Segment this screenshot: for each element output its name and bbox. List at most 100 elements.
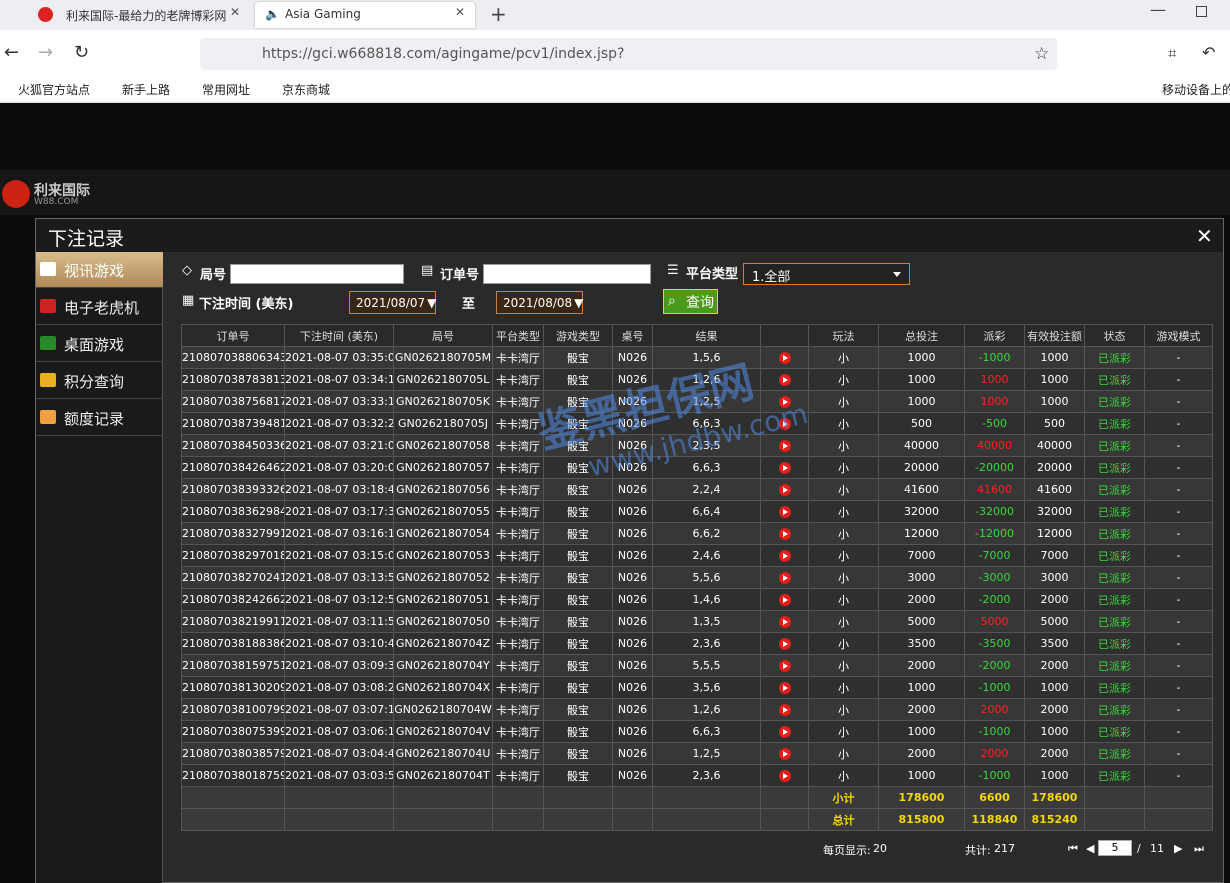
cell: GN0262180704V xyxy=(393,720,493,743)
cell: - xyxy=(1144,544,1213,567)
replay-icon[interactable] xyxy=(778,418,791,430)
replay-icon[interactable] xyxy=(778,572,791,584)
date-to[interactable]: 2021/08/08 xyxy=(496,291,583,314)
bookmark[interactable]: 新手上路 xyxy=(122,83,171,97)
column-header: 结果 xyxy=(652,324,761,347)
replay-icon[interactable] xyxy=(778,396,791,408)
replay-icon[interactable] xyxy=(778,374,791,386)
cell: 2000 xyxy=(1024,698,1085,721)
bet-row: 210807038018759 2021-08-07 03:03:59 GN0262… xyxy=(181,764,1213,787)
crop-icon[interactable]: ⌗ xyxy=(1168,44,1177,62)
blank-cell xyxy=(1144,786,1213,809)
filter-label: 平台类型 xyxy=(686,267,739,282)
column-header: 游戏模式 xyxy=(1144,324,1213,347)
sidebar-item[interactable]: 视讯游戏 xyxy=(36,252,163,288)
cell: 2000 xyxy=(964,742,1025,765)
new-tab[interactable]: + xyxy=(490,2,507,26)
maximize[interactable] xyxy=(1196,6,1207,17)
replay-icon[interactable] xyxy=(778,440,791,452)
tab-close[interactable]: ✕ xyxy=(455,5,466,19)
back[interactable]: ← xyxy=(4,42,20,63)
cell: 2021-08-07 03:09:34 xyxy=(284,654,394,677)
bet-row: 210807038270241 2021-08-07 03:13:55 GN0262… xyxy=(181,566,1213,589)
cell: 已派彩 xyxy=(1084,456,1145,479)
date-from[interactable]: 2021/08/07 xyxy=(349,291,436,314)
reload[interactable]: ↻ xyxy=(74,42,90,63)
sidebar-icon xyxy=(40,262,56,276)
filter-label: 局号 xyxy=(200,268,227,283)
replay-icon[interactable] xyxy=(778,704,791,716)
replay-icon[interactable] xyxy=(778,726,791,738)
cell: 卡卡湾厅 xyxy=(492,588,544,611)
replay-icon[interactable] xyxy=(778,550,791,562)
minimize[interactable]: — xyxy=(1150,0,1166,19)
cell: 小 xyxy=(808,764,879,787)
blank-cell xyxy=(760,808,809,831)
page-input[interactable]: 5 xyxy=(1098,840,1132,856)
close-button[interactable]: ✕ xyxy=(1196,224,1213,248)
cell: GN0262180705M xyxy=(393,346,493,369)
cell: 1,2,5 xyxy=(652,742,761,765)
cell: 2021-08-07 03:07:17 xyxy=(284,698,394,721)
replay-icon[interactable] xyxy=(778,484,791,496)
cell: 210807038783813 xyxy=(181,368,285,391)
replay-icon[interactable] xyxy=(778,748,791,760)
replay-icon[interactable] xyxy=(778,594,791,606)
sidebar-item[interactable]: 额度记录 xyxy=(36,400,163,436)
tab[interactable]: 利来国际-最给力的老牌博彩网 xyxy=(66,9,227,23)
cell: 小 xyxy=(808,632,879,655)
sidebar-item[interactable]: 电子老虎机 xyxy=(36,289,163,325)
cell: 210807038426462 xyxy=(181,456,285,479)
cell: 7000 xyxy=(1024,544,1085,567)
prev-page[interactable]: ◀ xyxy=(1086,842,1095,855)
bookmark[interactable]: 常用网址 xyxy=(202,83,251,97)
bookmark[interactable]: 京东商城 xyxy=(282,83,331,97)
sidebar-item[interactable]: 桌面游戏 xyxy=(36,326,163,362)
replay-icon[interactable] xyxy=(778,638,791,650)
bookmark[interactable]: 火狐官方站点 xyxy=(18,83,91,97)
cell: 卡卡湾厅 xyxy=(492,478,544,501)
first-page[interactable]: ⏮ xyxy=(1068,842,1078,855)
forward[interactable]: → xyxy=(38,42,54,63)
cell: 210807038393326 xyxy=(181,478,285,501)
bookmark[interactable]: 移动设备上的 xyxy=(1162,83,1230,97)
cell: 210807038100799 xyxy=(181,698,285,721)
last-page[interactable]: ⏭ xyxy=(1194,842,1204,855)
blank-cell xyxy=(612,786,653,809)
url-bar[interactable]: https://gci.w668818.com/agingame/pcv1/in… xyxy=(200,38,1057,70)
count: 217 xyxy=(994,842,1015,855)
order-input[interactable] xyxy=(483,264,651,284)
cell: 6,6,3 xyxy=(652,412,761,435)
cell: GN0262180704X xyxy=(393,676,493,699)
replay-icon[interactable] xyxy=(778,462,791,474)
cell: 2,2,4 xyxy=(652,478,761,501)
cell: 已派彩 xyxy=(1084,720,1145,743)
cell: 骰宝 xyxy=(543,390,613,413)
search-button[interactable]: 查询 xyxy=(663,289,718,314)
replay-icon[interactable] xyxy=(778,506,791,518)
cell: N026 xyxy=(612,544,653,567)
tab[interactable]: Asia Gaming xyxy=(255,2,475,28)
next-page[interactable]: ▶ xyxy=(1174,842,1183,855)
replay-icon[interactable] xyxy=(778,682,791,694)
replay-icon[interactable] xyxy=(778,528,791,540)
cell: 2000 xyxy=(1024,742,1085,765)
round-input[interactable] xyxy=(230,264,404,284)
replay-icon[interactable] xyxy=(778,616,791,628)
cell: 已派彩 xyxy=(1084,522,1145,545)
cell: GN0262180704Y xyxy=(393,654,493,677)
platform-select[interactable]: 1.全部 xyxy=(743,263,910,285)
tab-bar xyxy=(0,0,1230,30)
replay-icon[interactable] xyxy=(778,352,791,364)
bookmark-star[interactable]: ☆ xyxy=(1034,44,1050,64)
replay-icon[interactable] xyxy=(778,770,791,782)
cell: N026 xyxy=(612,566,653,589)
replay-icon[interactable] xyxy=(778,660,791,672)
replay-cell xyxy=(760,500,809,523)
undo-icon[interactable]: ↶ xyxy=(1202,43,1216,62)
cell: 1000 xyxy=(1024,346,1085,369)
cell: - xyxy=(1144,742,1213,765)
cell: 1000 xyxy=(964,390,1025,413)
sidebar-item[interactable]: 积分查询 xyxy=(36,363,163,399)
tab-close[interactable]: ✕ xyxy=(230,5,241,19)
